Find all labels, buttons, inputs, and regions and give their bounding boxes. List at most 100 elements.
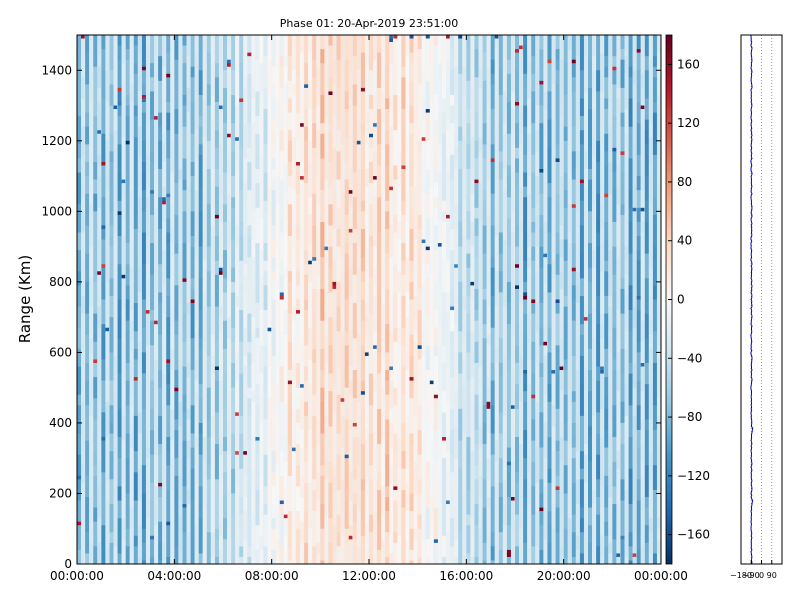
heatmap-cell xyxy=(275,528,280,540)
heatmap-cell xyxy=(458,408,463,441)
heatmap-cell xyxy=(563,528,568,558)
heatmap-cell xyxy=(364,94,369,113)
heatmap-cell xyxy=(389,370,393,381)
heatmap-cell xyxy=(620,112,625,127)
heatmap-cell xyxy=(421,193,426,205)
heatmap-cell xyxy=(223,539,228,564)
heatmap-cell xyxy=(555,532,560,564)
heatmap-cell xyxy=(235,190,239,226)
heatmap-cell xyxy=(527,359,531,385)
heatmap-cell xyxy=(575,422,580,452)
heatmap-cell xyxy=(583,352,588,371)
heatmap-cell xyxy=(210,405,215,417)
heatmap-cell xyxy=(125,405,130,434)
heatmap-cell xyxy=(401,200,406,216)
heatmap-cell xyxy=(109,295,114,318)
heatmap-cell xyxy=(291,116,296,127)
heatmap-cell xyxy=(421,306,426,332)
heatmap-cell xyxy=(356,183,361,212)
heatmap-cell xyxy=(583,186,588,219)
heatmap-cell xyxy=(600,556,604,564)
heatmap-cell xyxy=(271,94,276,120)
heatmap-cell xyxy=(531,154,536,173)
heatmap-cell xyxy=(482,479,487,508)
heatmap-cell xyxy=(644,429,649,466)
heatmap-cell xyxy=(186,408,191,420)
heatmap-cell xyxy=(644,352,649,364)
heatmap-cell xyxy=(332,465,337,477)
heatmap-cell xyxy=(442,362,447,392)
heatmap-cell xyxy=(450,518,455,547)
heatmap-cell xyxy=(421,119,426,138)
heatmap-cell xyxy=(251,239,256,258)
heatmap-cell xyxy=(425,278,430,314)
heatmap-cell xyxy=(300,35,304,53)
heatmap-cell xyxy=(141,560,147,564)
heatmap-cell xyxy=(616,352,621,371)
heatmap-cell xyxy=(121,458,126,484)
heatmap-cell xyxy=(259,154,264,177)
heatmap-cell xyxy=(519,144,523,163)
heatmap-cell xyxy=(182,243,187,279)
heatmap-cell xyxy=(369,514,374,533)
heatmap-cell xyxy=(150,535,155,540)
heatmap-cell xyxy=(551,204,556,237)
heatmap-cell xyxy=(413,440,418,463)
heatmap-cell xyxy=(539,412,544,448)
heatmap-cell xyxy=(547,147,552,184)
heatmap-cell xyxy=(490,225,495,258)
heatmap-cell xyxy=(369,236,374,247)
heatmap-cell xyxy=(397,70,402,96)
heatmap-cell xyxy=(89,214,93,247)
heatmap-cell xyxy=(170,408,174,441)
heatmap-cell xyxy=(531,102,536,124)
heatmap-cell xyxy=(571,169,576,180)
heatmap-cell xyxy=(579,384,585,417)
heatmap-cell xyxy=(523,35,528,46)
heatmap-cell xyxy=(186,87,191,113)
heatmap-cell xyxy=(287,161,293,177)
heatmap-cell xyxy=(364,447,369,484)
heatmap-cell xyxy=(531,172,536,191)
heatmap-cell xyxy=(486,433,491,459)
heatmap-cell xyxy=(600,112,604,135)
heatmap-cell xyxy=(137,52,142,78)
heatmap-cell xyxy=(547,292,552,329)
heatmap-cell xyxy=(543,507,548,540)
heatmap-cell xyxy=(344,271,349,300)
heatmap-cell xyxy=(523,105,528,127)
heatmap-cell xyxy=(93,377,98,399)
heatmap-cell xyxy=(174,458,179,477)
heatmap-cell xyxy=(632,387,637,417)
heatmap-cell xyxy=(137,77,142,92)
heatmap-cell xyxy=(247,429,252,441)
heatmap-cell xyxy=(121,415,126,441)
heatmap-cell xyxy=(129,200,134,226)
heatmap-cell xyxy=(364,246,369,279)
heatmap-cell xyxy=(506,549,512,554)
heatmap-cell xyxy=(600,370,604,374)
heatmap-cell xyxy=(93,465,98,477)
heatmap-cell xyxy=(251,542,256,561)
heatmap-cell xyxy=(486,35,491,68)
heatmap-cell xyxy=(162,77,166,99)
heatmap-cell xyxy=(405,384,410,417)
heatmap-cell xyxy=(490,295,495,329)
heatmap-cell xyxy=(340,331,345,343)
heatmap-cell xyxy=(588,211,593,244)
heatmap-cell xyxy=(251,391,256,403)
heatmap-cell xyxy=(632,84,637,120)
heatmap-cell xyxy=(620,535,625,540)
heatmap-cell xyxy=(442,260,447,293)
heatmap-cell xyxy=(555,408,560,441)
heatmap-cell xyxy=(644,98,649,120)
heatmap-cell xyxy=(506,303,512,325)
heatmap-cell xyxy=(559,225,564,240)
heatmap-cell xyxy=(300,285,304,314)
heatmap-cell xyxy=(600,422,604,438)
heatmap-cell xyxy=(133,348,138,360)
heatmap-cell xyxy=(523,186,528,198)
heatmap-cell xyxy=(81,447,85,466)
heatmap-cell xyxy=(129,239,134,269)
heatmap-cell xyxy=(336,35,341,60)
